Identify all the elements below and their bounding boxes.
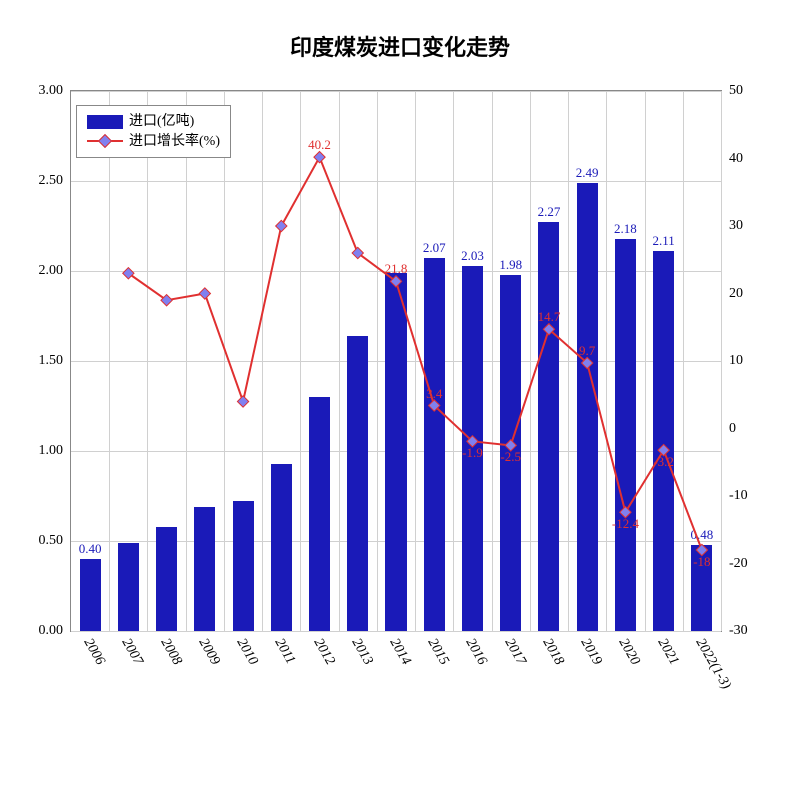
line-value-label: 21.8 <box>385 261 408 277</box>
x-tick: 2013 <box>347 636 375 668</box>
legend: 进口(亿吨) 进口增长率(%) <box>76 105 231 158</box>
line-value-label: 3.4 <box>426 386 442 402</box>
line-value-label: 9.7 <box>579 343 595 359</box>
y-left-tick: 0.00 <box>39 623 72 639</box>
y-right-tick: 30 <box>721 218 743 234</box>
plot-area: 0.000.501.001.502.002.503.00-30-20-10010… <box>70 90 722 632</box>
x-tick: 2007 <box>118 636 146 668</box>
line-marker <box>276 220 287 231</box>
y-left-tick: 2.00 <box>39 263 72 279</box>
line-value-label: -18 <box>693 554 710 570</box>
x-tick: 2019 <box>577 636 605 668</box>
legend-row-bar: 进口(亿吨) <box>87 112 220 132</box>
y-right-tick: 50 <box>721 83 743 99</box>
line-value-label: -2.5 <box>500 449 521 465</box>
line-value-label: 14.7 <box>538 309 561 325</box>
x-tick: 2006 <box>80 636 108 668</box>
x-tick: 2016 <box>462 636 490 668</box>
y-right-tick: -20 <box>721 556 748 572</box>
legend-line-label: 进口增长率(%) <box>129 132 220 152</box>
y-left-tick: 3.00 <box>39 83 72 99</box>
x-tick: 2021 <box>653 636 681 668</box>
x-tick: 2009 <box>194 636 222 668</box>
x-tick: 2014 <box>386 636 414 668</box>
line-marker <box>314 151 325 162</box>
gridline-v <box>721 91 722 631</box>
x-tick: 2011 <box>271 636 298 667</box>
line-value-label: 40.2 <box>308 137 331 153</box>
legend-line-swatch <box>87 134 123 148</box>
growth-line <box>128 157 702 550</box>
y-right-tick: 10 <box>721 353 743 369</box>
line-marker <box>237 396 248 407</box>
x-tick: 2017 <box>500 636 528 668</box>
line-layer <box>71 91 721 631</box>
y-left-tick: 1.00 <box>39 443 72 459</box>
x-tick: 2012 <box>309 636 337 668</box>
y-right-tick: -30 <box>721 623 748 639</box>
x-tick: 2010 <box>233 636 261 668</box>
x-tick: 2008 <box>156 636 184 668</box>
line-marker <box>199 288 210 299</box>
y-right-tick: 40 <box>721 151 743 167</box>
legend-bar-swatch <box>87 115 123 129</box>
line-value-label: -3.2 <box>653 454 674 470</box>
y-right-tick: 0 <box>721 421 736 437</box>
gridline <box>71 631 721 632</box>
x-tick: 2020 <box>615 636 643 668</box>
x-tick: 2018 <box>539 636 567 668</box>
chart-container: 印度煤炭进口变化走势 0.000.501.001.502.002.503.00-… <box>0 0 800 800</box>
line-value-label: -12.4 <box>612 516 639 532</box>
y-left-tick: 0.50 <box>39 533 72 549</box>
legend-row-line: 进口增长率(%) <box>87 132 220 152</box>
y-left-tick: 2.50 <box>39 173 72 189</box>
y-left-tick: 1.50 <box>39 353 72 369</box>
y-right-tick: 20 <box>721 286 743 302</box>
y-right-tick: -10 <box>721 488 748 504</box>
x-tick: 2022(1-3) <box>691 636 733 692</box>
legend-bar-label: 进口(亿吨) <box>129 112 194 132</box>
x-tick: 2015 <box>424 636 452 668</box>
line-value-label: -1.9 <box>462 445 483 461</box>
chart-title: 印度煤炭进口变化走势 <box>0 30 800 62</box>
